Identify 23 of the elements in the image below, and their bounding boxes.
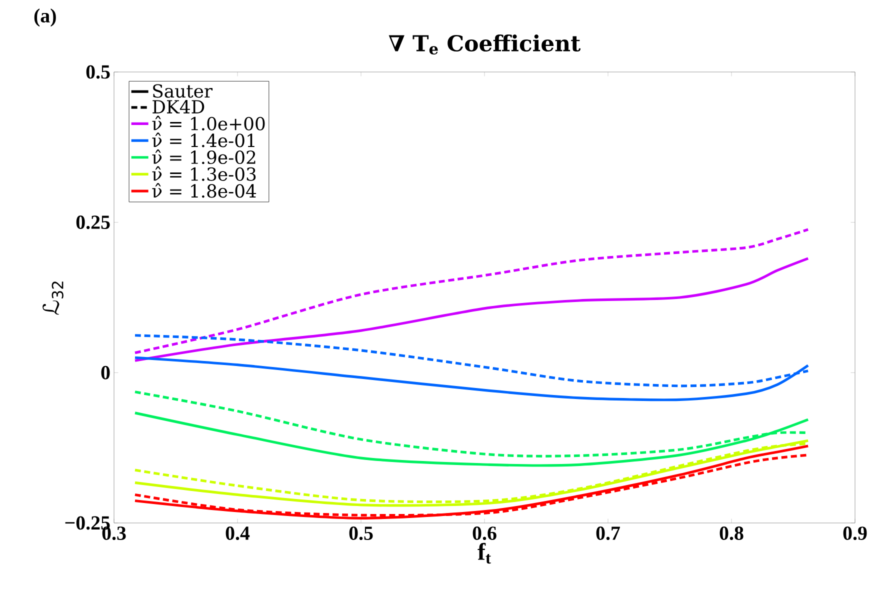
legend-label: Sauter (153, 84, 213, 98)
legend-label: ν̂ = 1.0e+00 (152, 116, 265, 130)
legend-label: ν̂ = 1.3e-03 (152, 166, 256, 181)
x-tick-label: 0.4 (226, 526, 250, 540)
legend-label: ν̂ = 1.9e-02 (152, 149, 256, 164)
x-tick-label: 0.6 (472, 526, 496, 540)
legend-label: ν̂ = 1.8e-04 (152, 183, 256, 198)
x-tick-label: 0.7 (596, 526, 620, 540)
legend-label: ν̂ = 1.4e-01 (152, 132, 254, 148)
line-series (134, 257, 810, 362)
x-tick-label: 0.5 (349, 526, 373, 540)
x-tick-label: 0.9 (843, 526, 867, 540)
line-series (134, 444, 810, 520)
text: (a) (34, 8, 56, 27)
y-tick-label: 0.25 (76, 216, 110, 230)
y-axis-title: ℒ$_{32}$ (42, 282, 64, 315)
y-tick-label: 0 (101, 366, 110, 380)
x-tick-label: 0.8 (720, 526, 744, 540)
legend-label: DK4D (152, 100, 204, 114)
x-axis-title: f$_{t}$ (478, 542, 491, 564)
line-series (134, 228, 810, 354)
chart-title: ∇ T$_{e}$ Coefficient (388, 34, 581, 55)
y-tick-label: 0.5 (86, 65, 110, 79)
